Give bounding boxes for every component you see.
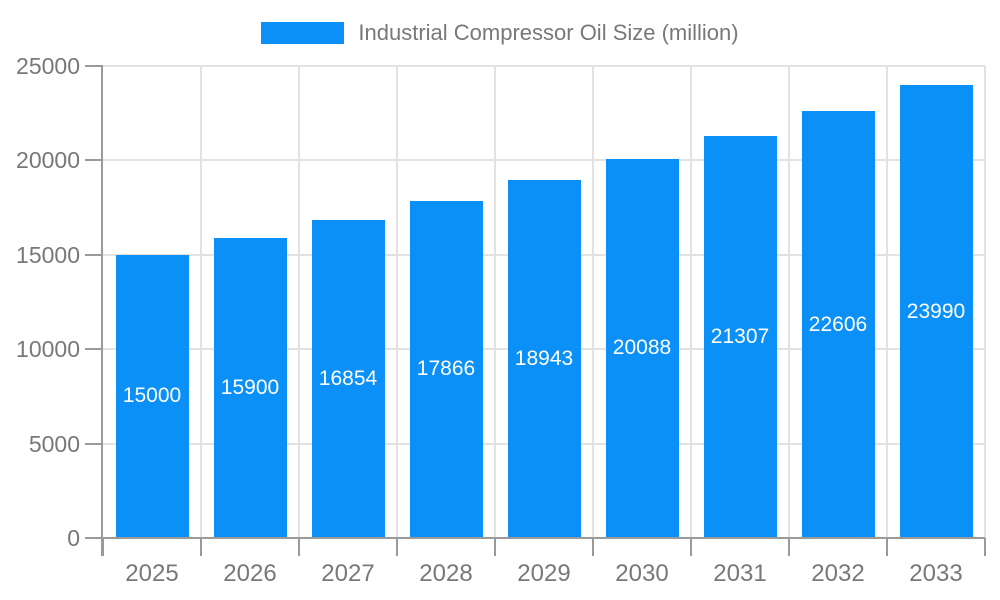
- bar[interactable]: 16854: [311, 219, 385, 538]
- bar-value-label: 15000: [122, 384, 182, 408]
- bar-value-label: 20088: [612, 336, 672, 360]
- legend-item[interactable]: Industrial Compressor Oil Size (million): [0, 20, 1000, 46]
- x-axis-tick: [102, 538, 104, 556]
- y-axis-tick: [85, 442, 103, 445]
- x-axis-tick-label: 2029: [517, 560, 571, 587]
- gridline-horizontal: [103, 159, 985, 162]
- bar-value-label: 15900: [220, 375, 280, 399]
- bar-value-label: 22606: [808, 312, 868, 336]
- gridline-vertical: [984, 66, 986, 538]
- x-axis-tick-label: 2032: [811, 560, 865, 587]
- y-axis-line: [101, 66, 103, 556]
- legend-swatch: [261, 22, 345, 44]
- gridline-vertical: [886, 66, 888, 538]
- bar[interactable]: 22606: [801, 111, 875, 538]
- legend-label: Industrial Compressor Oil Size (million): [358, 20, 739, 45]
- y-axis-tick: [85, 65, 103, 67]
- bar-value-label: 23990: [906, 299, 966, 323]
- x-axis-tick: [396, 538, 398, 556]
- bar[interactable]: 17866: [409, 200, 483, 538]
- bar-value-label: 17866: [416, 357, 476, 381]
- y-axis-tick: [85, 348, 103, 351]
- gridline-vertical: [494, 66, 496, 538]
- y-axis-tick: [85, 159, 103, 162]
- x-axis-tick-label: 2033: [909, 560, 963, 587]
- x-axis-tick: [788, 538, 790, 556]
- y-axis-tick-label: 15000: [16, 241, 80, 268]
- x-axis-tick-label: 2028: [419, 560, 473, 587]
- bar[interactable]: 21307: [703, 135, 777, 538]
- bar[interactable]: 18943: [507, 180, 581, 538]
- gridline-horizontal: [103, 65, 985, 67]
- gridline-vertical: [200, 66, 202, 538]
- x-axis-tick: [494, 538, 496, 556]
- bar[interactable]: 23990: [899, 85, 973, 538]
- y-axis-tick-label: 0: [67, 525, 80, 551]
- y-axis-tick-label: 10000: [16, 336, 80, 363]
- gridline-vertical: [592, 66, 594, 538]
- x-axis-tick-label: 2027: [321, 560, 375, 587]
- x-axis-tick-label: 2030: [615, 560, 669, 587]
- bar-value-label: 16854: [318, 366, 378, 390]
- gridline-vertical: [298, 66, 300, 538]
- bar[interactable]: 15000: [115, 254, 189, 538]
- gridline-vertical: [396, 66, 398, 538]
- bar-value-label: 18943: [514, 347, 574, 371]
- y-axis-tick: [85, 253, 103, 256]
- x-axis-tick-label: 2025: [125, 560, 179, 587]
- x-axis-tick: [984, 538, 986, 556]
- gridline-vertical: [690, 66, 692, 538]
- y-axis-tick-label: 20000: [16, 147, 80, 174]
- gridline-vertical: [788, 66, 790, 538]
- y-axis-tick: [85, 537, 103, 539]
- y-axis-tick-label: 25000: [16, 53, 80, 79]
- x-axis-tick: [200, 538, 202, 556]
- x-axis-tick: [886, 538, 888, 556]
- x-axis-tick: [298, 538, 300, 556]
- x-axis-line: [103, 537, 985, 539]
- bar[interactable]: 20088: [605, 158, 679, 538]
- x-axis-tick: [690, 538, 692, 556]
- x-axis-tick-label: 2026: [223, 560, 277, 587]
- x-axis-tick: [592, 538, 594, 556]
- bar-value-label: 21307: [710, 324, 770, 348]
- bar[interactable]: 15900: [213, 237, 287, 538]
- x-axis-tick-label: 2031: [713, 560, 767, 587]
- y-axis-tick-label: 5000: [28, 430, 80, 457]
